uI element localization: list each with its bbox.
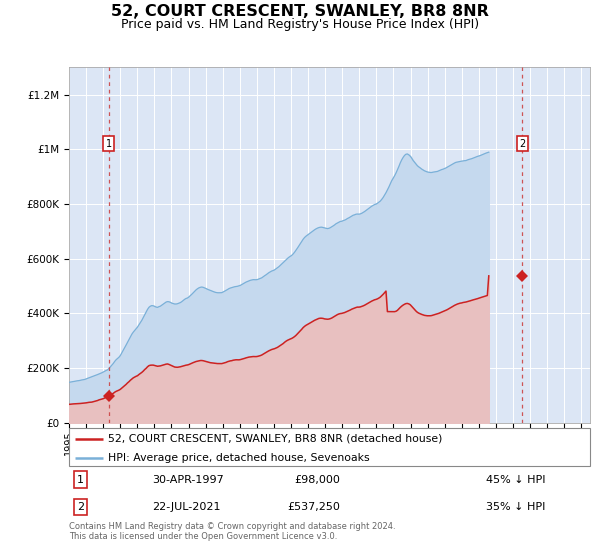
Text: 1: 1 (106, 139, 112, 149)
Text: Contains HM Land Registry data © Crown copyright and database right 2024.
This d: Contains HM Land Registry data © Crown c… (69, 522, 395, 542)
Text: HPI: Average price, detached house, Sevenoaks: HPI: Average price, detached house, Seve… (108, 452, 370, 463)
Text: 35% ↓ HPI: 35% ↓ HPI (485, 502, 545, 512)
Text: 45% ↓ HPI: 45% ↓ HPI (485, 474, 545, 484)
FancyBboxPatch shape (69, 428, 590, 466)
Text: 2: 2 (77, 502, 84, 512)
Text: £98,000: £98,000 (294, 474, 340, 484)
Text: 52, COURT CRESCENT, SWANLEY, BR8 8NR: 52, COURT CRESCENT, SWANLEY, BR8 8NR (111, 4, 489, 19)
Text: Price paid vs. HM Land Registry's House Price Index (HPI): Price paid vs. HM Land Registry's House … (121, 18, 479, 31)
Text: £537,250: £537,250 (287, 502, 340, 512)
Text: 30-APR-1997: 30-APR-1997 (152, 474, 224, 484)
Text: 52, COURT CRESCENT, SWANLEY, BR8 8NR (detached house): 52, COURT CRESCENT, SWANLEY, BR8 8NR (de… (108, 433, 442, 444)
Text: 1: 1 (77, 474, 84, 484)
Text: 2: 2 (519, 139, 526, 149)
Text: 22-JUL-2021: 22-JUL-2021 (152, 502, 221, 512)
